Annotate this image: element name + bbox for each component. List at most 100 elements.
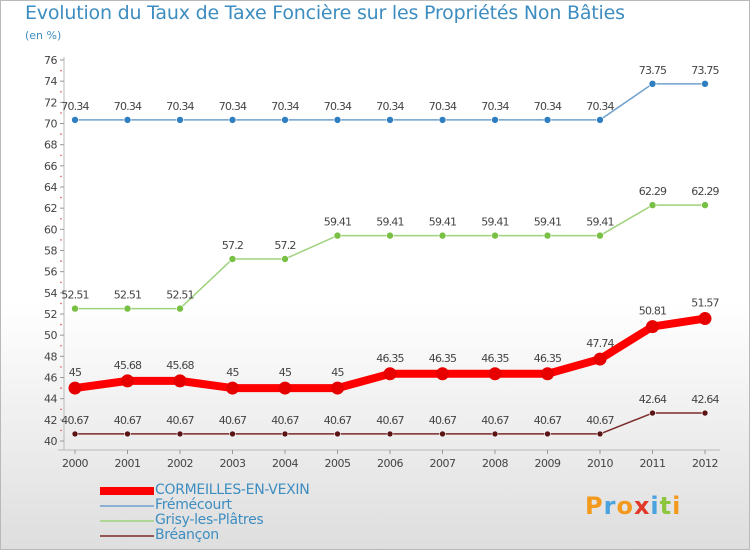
data-point (228, 255, 237, 263)
x-tick-label: 2000 (62, 457, 88, 470)
data-point (543, 116, 552, 124)
data-label: 40.67 (534, 414, 562, 427)
y-minor-tick (60, 344, 62, 347)
y-minor-tick (60, 112, 62, 114)
data-label: 50.81 (639, 305, 667, 318)
data-point (491, 116, 499, 124)
data-point (71, 304, 79, 313)
data-label: 40.67 (429, 414, 457, 427)
data-label: 45 (69, 366, 82, 379)
y-tick-label: 58 (44, 245, 57, 258)
x-tick-label: 2003 (220, 457, 246, 470)
y-minor-tick (60, 302, 62, 305)
data-label: 40.67 (376, 414, 404, 427)
data-label: 40.67 (219, 414, 247, 427)
x-tick-label: 2004 (272, 457, 298, 470)
data-label: 42.64 (639, 393, 667, 406)
y-minor-tick (60, 408, 62, 411)
y-minor-tick (60, 90, 62, 93)
data-point (544, 430, 551, 438)
y-minor-tick (60, 69, 62, 72)
data-point (436, 367, 449, 381)
data-label: 70.34 (166, 100, 194, 113)
data-point (648, 80, 657, 88)
y-tick-label: 74 (44, 75, 57, 88)
y-tick-label: 66 (44, 160, 57, 173)
y-minor-tick (60, 323, 62, 326)
data-point (438, 231, 447, 240)
data-label: 59.41 (376, 216, 404, 229)
data-point (176, 430, 184, 438)
data-point (701, 80, 709, 88)
legend-swatch (100, 535, 154, 537)
data-point (228, 116, 237, 124)
y-tick-label: 46 (44, 372, 57, 385)
data-label: 57.2 (274, 239, 295, 252)
data-point (68, 381, 82, 395)
y-tick-label: 52 (44, 308, 57, 321)
legend-label: Grisy-les-Plâtres (155, 512, 264, 528)
x-tick-label: 2005 (325, 457, 351, 470)
logo-letter: P (585, 492, 604, 520)
y-tick-label: 48 (44, 350, 57, 363)
data-label: 45 (226, 366, 239, 379)
data-label: 70.34 (586, 100, 614, 113)
data-label: 40.67 (166, 414, 194, 427)
y-tick-label: 56 (44, 266, 57, 279)
y-minor-tick (60, 175, 62, 178)
data-label: 40.67 (114, 414, 142, 427)
data-label: 52.51 (61, 289, 89, 302)
data-point (124, 430, 131, 438)
data-point (701, 409, 709, 417)
legend-swatch (100, 520, 154, 522)
unit-label: (en %) (25, 29, 62, 42)
y-minor-tick (60, 281, 62, 284)
data-label: 70.34 (324, 100, 352, 113)
legend-label: Frémécourt (155, 497, 232, 513)
proxiti-logo: Proxiti (585, 492, 681, 520)
data-point (541, 367, 554, 381)
data-label: 42.64 (691, 393, 719, 406)
x-tick-label: 2012 (692, 457, 718, 470)
data-point (596, 231, 604, 240)
data-point (491, 231, 499, 240)
y-minor-tick (60, 196, 62, 199)
data-point (176, 304, 184, 313)
data-point (176, 116, 184, 124)
legend-swatch (100, 505, 154, 507)
data-label: 40.67 (586, 414, 614, 427)
data-point (334, 430, 341, 438)
chart-title: Evolution du Taux de Taxe Foncière sur l… (25, 2, 625, 24)
data-point (278, 381, 292, 395)
data-point (596, 116, 604, 124)
data-point (386, 116, 394, 124)
logo-letter: i (672, 492, 682, 520)
y-tick-label: 72 (44, 96, 57, 109)
data-label: 70.34 (481, 100, 509, 113)
data-point (229, 430, 236, 438)
data-label: 59.41 (324, 216, 352, 229)
data-point (491, 430, 499, 438)
y-tick-label: 40 (44, 435, 57, 448)
logo-letter: i (650, 492, 660, 520)
data-label: 70.34 (429, 100, 457, 113)
y-tick-label: 70 (44, 118, 57, 131)
x-tick-label: 2001 (115, 457, 141, 470)
data-label: 40.67 (61, 414, 89, 427)
data-label: 45.68 (114, 359, 142, 372)
y-minor-tick (60, 239, 62, 241)
data-label: 70.34 (376, 100, 404, 113)
data-point (331, 381, 344, 395)
legend-label: CORMEILLES-EN-VEXIN (155, 482, 310, 498)
data-point (71, 116, 79, 124)
y-minor-tick (60, 133, 62, 135)
data-label: 57.2 (222, 239, 243, 252)
data-point (281, 116, 289, 124)
data-label: 73.75 (639, 64, 667, 77)
data-label: 70.34 (534, 100, 562, 113)
data-point (226, 381, 239, 395)
y-minor-tick (60, 429, 62, 432)
y-minor-tick (60, 387, 62, 389)
